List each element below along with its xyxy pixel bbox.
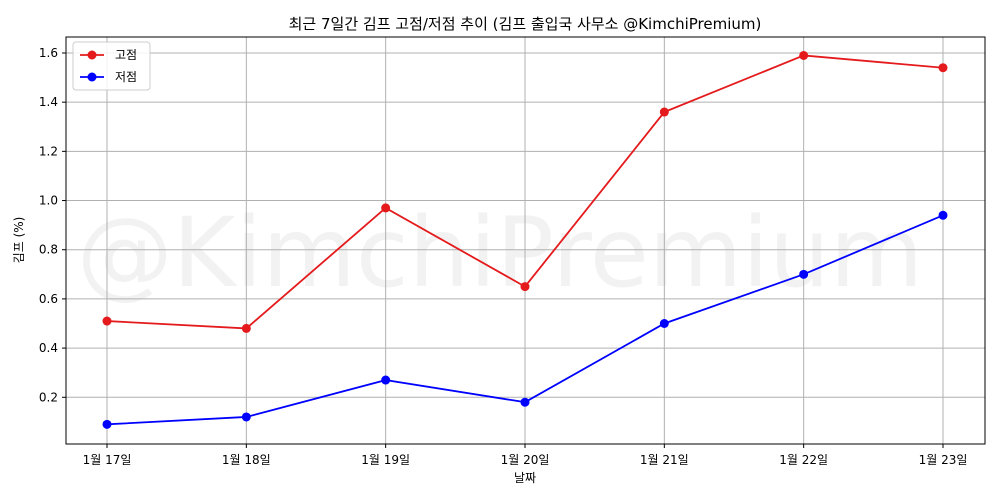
x-tick-label: 1월 21일 — [640, 453, 689, 467]
y-tick-label: 1.0 — [39, 194, 58, 208]
grid — [66, 37, 985, 444]
x-tick-label: 1월 23일 — [919, 453, 968, 467]
data-point-low — [102, 419, 112, 429]
data-point-high — [102, 316, 112, 326]
legend-box — [72, 41, 151, 91]
data-point-high — [381, 203, 391, 213]
legend-label-high: 고점 — [115, 48, 137, 62]
y-tick-label: 1.4 — [39, 95, 58, 109]
x-axis: 1월 17일 1월 18일 1월 19일 1월 20일 1월 21일 1월 22일 1월 2… — [83, 444, 968, 467]
data-point-low — [659, 318, 669, 328]
data-point-low — [520, 397, 530, 407]
y-tick-label: 0.2 — [39, 390, 58, 404]
data-point-low — [241, 412, 251, 422]
x-tick-label: 1월 20일 — [501, 453, 550, 467]
x-tick-label: 1월 18일 — [222, 453, 271, 467]
y-tick-label: 1.6 — [39, 46, 58, 60]
chart-title: 최근 7일간 김프 고점/저점 추이 (김프 출입국 사무소 @KimchiPr… — [289, 15, 762, 33]
data-point-high — [241, 323, 251, 333]
y-axis: 0.2 0.4 0.6 0.8 1.0 1.2 1.4 1.6 — [39, 46, 66, 404]
y-tick-label: 0.6 — [39, 292, 58, 306]
data-point-high — [799, 50, 809, 60]
legend-marker-high — [87, 50, 97, 60]
x-tick-label: 1월 22일 — [779, 453, 828, 467]
legend-marker-low — [87, 72, 97, 82]
legend-label-low: 저점 — [115, 70, 137, 84]
x-tick-label: 1월 17일 — [83, 453, 132, 467]
x-tick-label: 1월 19일 — [361, 453, 410, 467]
data-point-high — [520, 282, 530, 292]
x-axis-label: 날짜 — [514, 471, 536, 485]
y-axis-label: 김프 (%) — [12, 217, 26, 264]
y-tick-label: 1.2 — [39, 144, 58, 158]
data-point-low — [799, 269, 809, 279]
y-tick-label: 0.4 — [39, 341, 58, 355]
data-point-low — [381, 375, 391, 385]
y-tick-label: 0.8 — [39, 243, 58, 257]
series-layer — [102, 50, 948, 429]
data-point-high — [659, 107, 669, 117]
data-point-high — [938, 63, 948, 73]
watermark: @KimchiPremium — [77, 197, 924, 309]
data-point-low — [938, 210, 948, 220]
